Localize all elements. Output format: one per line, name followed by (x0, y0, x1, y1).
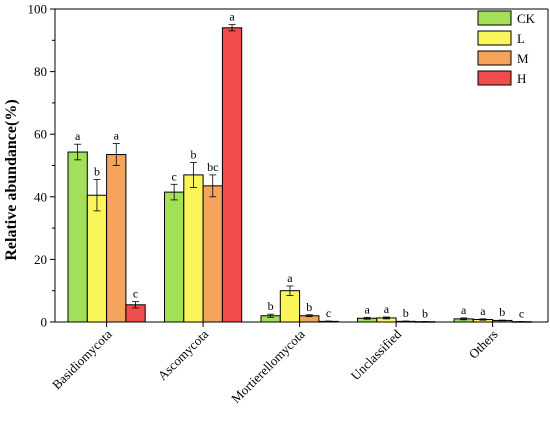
significance-label-H-Mortierellomycota: c (326, 306, 331, 320)
legend: CK LMH (477, 10, 536, 86)
significance-label-L-Others: a (480, 304, 486, 318)
error-bar-CK-Basidiomycota (74, 143, 82, 161)
error-bar-L-Ascomycota (189, 161, 197, 188)
y-tick-label-60: 60 (34, 127, 47, 142)
error-bar-CK-Ascomycota (170, 183, 178, 201)
legend-swatch-L (477, 30, 512, 46)
error-bar-L-Basidiomycota (93, 179, 101, 212)
significance-label-H-Others: c (519, 307, 524, 321)
legend-swatch-M (477, 50, 512, 66)
error-bar-H-Basidiomycota (132, 301, 140, 309)
y-tick-label-80: 80 (34, 64, 47, 79)
bar-CK-Basidiomycota (67, 151, 88, 323)
significance-label-H-Ascomycota: a (229, 10, 235, 24)
significance-label-H-Unclassified: b (422, 307, 428, 321)
error-bar-M-Ascomycota (209, 174, 217, 198)
significance-label-CK-Mortierellomycota: b (268, 299, 274, 313)
error-bar-M-Others (498, 319, 506, 322)
error-bar-L-Others (479, 318, 487, 321)
error-bar-L-Unclassified (382, 316, 390, 320)
x-tick-label-Others: Others (466, 327, 501, 362)
significance-label-CK-Basidiomycota: a (75, 129, 81, 143)
y-tick-label-100: 100 (28, 2, 48, 17)
error-bar-CK-Mortierellomycota (267, 313, 275, 318)
y-tick-label-0: 0 (41, 315, 48, 330)
significance-label-L-Mortierellomycota: a (287, 271, 293, 285)
significance-label-CK-Others: a (461, 303, 467, 317)
error-bars-layer (74, 24, 526, 323)
x-tick-label-Ascomycota: Ascomycota (155, 326, 212, 383)
significance-label-CK-Unclassified: a (364, 302, 370, 316)
significance-label-H-Basidiomycota: c (133, 287, 138, 301)
significance-label-M-Unclassified: b (403, 306, 409, 320)
bar-L-Basidiomycota (86, 194, 108, 323)
bar-M-Ascomycota (202, 185, 223, 323)
legend-item-M: M (477, 50, 529, 66)
significance-label-L-Unclassified: a (384, 302, 390, 316)
legend-item-L: L (477, 30, 525, 46)
error-bar-CK-Unclassified (363, 316, 371, 320)
legend-label-M: M (517, 51, 529, 66)
error-bar-L-Mortierellomycota (286, 285, 294, 296)
legend-label-L: L (517, 31, 525, 46)
significance-label-L-Ascomycota: b (190, 147, 196, 161)
legend-label-CK: CK (517, 11, 536, 26)
significance-label-M-Others: b (499, 305, 505, 319)
error-bar-M-Basidiomycota (112, 143, 120, 166)
legend-swatch-H (477, 70, 512, 86)
error-bar-CK-Others (460, 317, 468, 321)
legend-item-H: H (477, 70, 526, 86)
y-axis-label: Relative abundance(%) (3, 99, 20, 260)
legend-item-CK: CK (477, 10, 536, 26)
bar-CK-Ascomycota (164, 191, 185, 323)
significance-label-M-Ascomycota: bc (207, 160, 218, 174)
significance-label-CK-Ascomycota: c (171, 169, 176, 183)
error-bar-M-Mortierellomycota (305, 314, 313, 318)
bar-L-Ascomycota (183, 174, 204, 323)
bars-layer (67, 27, 532, 323)
legend-swatch-CK (477, 10, 512, 26)
x-tick-label-Unclassified: Unclassified (348, 326, 405, 383)
legend-label-H: H (517, 71, 526, 86)
significance-label-M-Basidiomycota: a (114, 129, 120, 143)
error-bar-H-Ascomycota (228, 24, 236, 32)
x-tick-label-Basidiomycota: Basidiomycota (49, 326, 115, 392)
x-tick-label-Mortierellomycota: Mortierellomycota (228, 326, 308, 406)
significance-label-M-Mortierellomycota: b (306, 300, 312, 314)
bar-H-Ascomycota (221, 27, 243, 323)
y-tick-label-40: 40 (34, 189, 47, 204)
bar-M-Basidiomycota (106, 154, 127, 323)
significance-label-L-Basidiomycota: b (94, 165, 100, 179)
y-tick-label-20: 20 (34, 252, 47, 267)
